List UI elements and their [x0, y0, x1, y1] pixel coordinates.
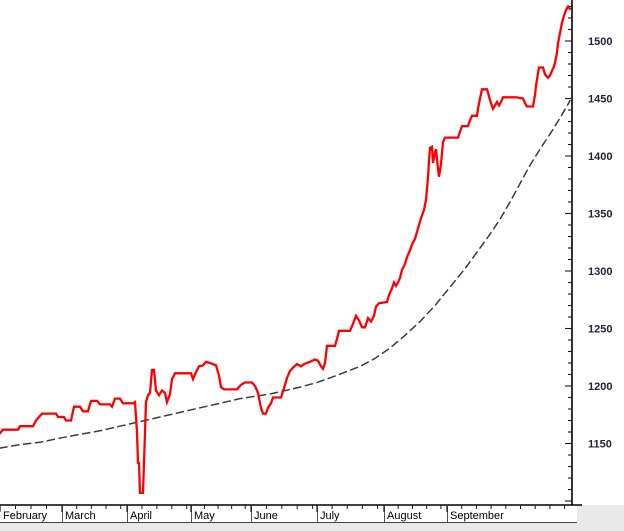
price-line [0, 4, 572, 495]
outer-gray-corner [577, 505, 624, 531]
x-axis-month-label: June [254, 510, 278, 522]
y-axis-value-label: 1350 [588, 209, 612, 221]
month-strip [0, 506, 577, 522]
y-axis-value-label: 1200 [588, 381, 612, 393]
x-axis-month-label: February [3, 510, 48, 522]
y-axis-value-label: 1450 [588, 94, 612, 106]
y-axis-value-label: 1500 [588, 36, 612, 48]
moving-average-line [0, 99, 572, 449]
x-axis-month-label: March [65, 510, 96, 522]
outer-gray-band [0, 523, 624, 531]
x-axis-month-label: September [450, 510, 504, 522]
y-axis-value-label: 1150 [588, 439, 612, 451]
x-axis-month-label: May [194, 510, 215, 522]
x-axis-month-label: July [320, 510, 340, 522]
x-axis-month-label: April [130, 510, 152, 522]
y-axis-value-label: 1400 [588, 151, 612, 163]
y-axis-value-label: 1300 [588, 266, 612, 278]
y-axis-value-label: 1250 [588, 324, 612, 336]
x-axis-month-label: August [387, 510, 421, 522]
